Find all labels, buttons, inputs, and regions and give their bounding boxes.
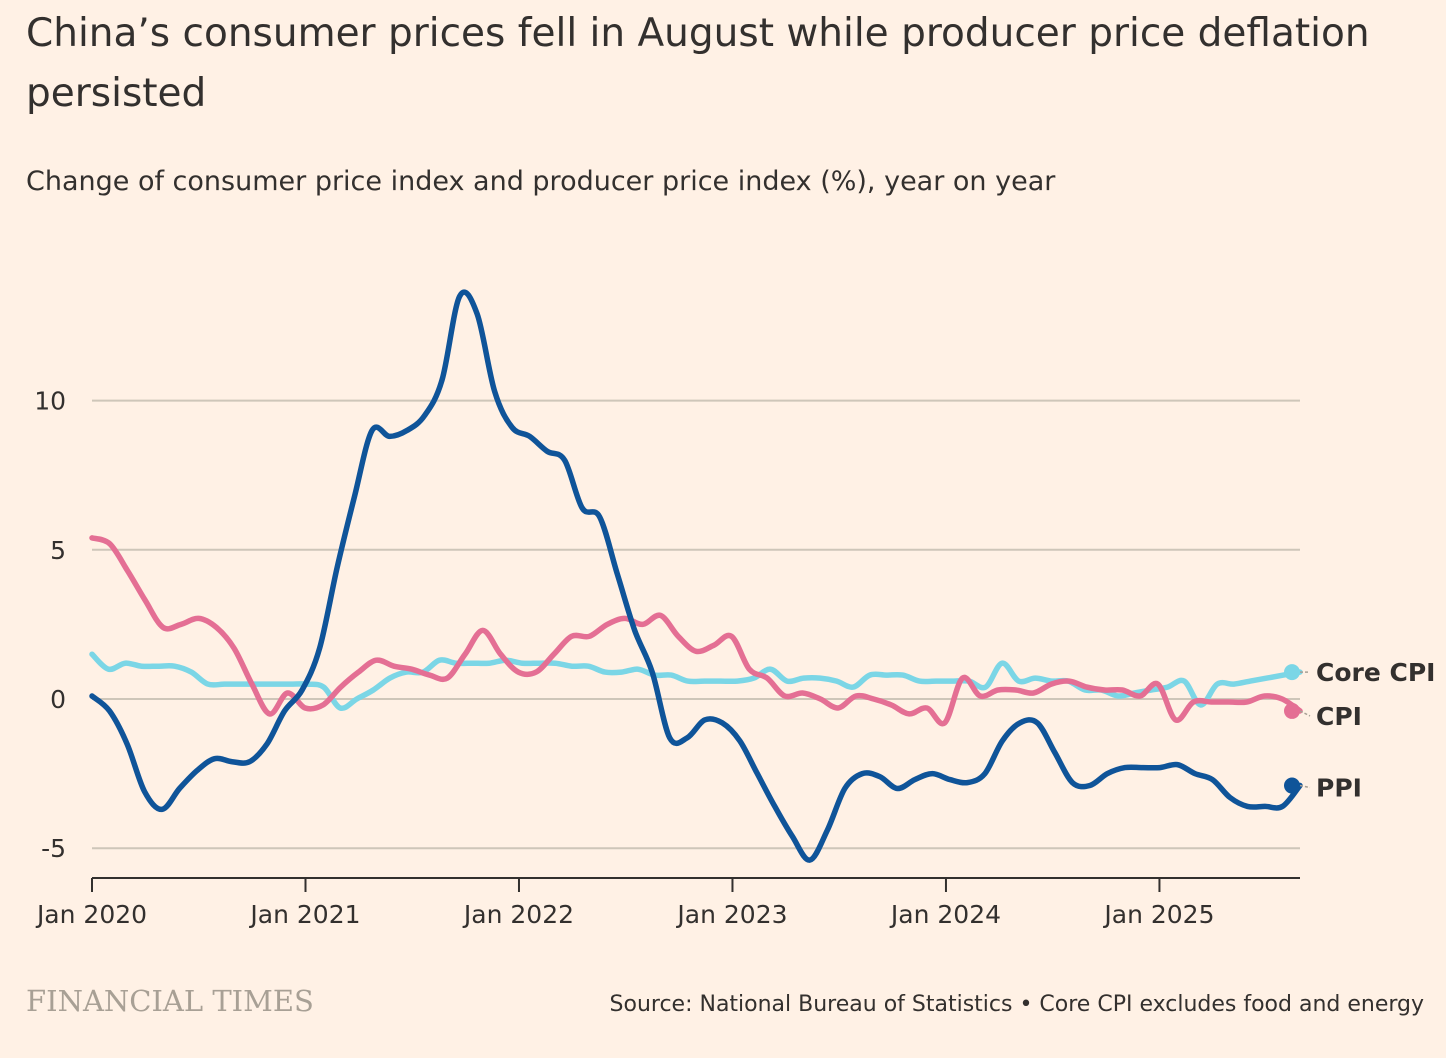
chart-subtitle: Change of consumer price index and produ… xyxy=(26,166,1056,197)
x-tick-label: Jan 2023 xyxy=(675,900,787,929)
series-end-dot-core-cpi xyxy=(1284,664,1300,681)
x-tick-label: Jan 2025 xyxy=(1102,900,1214,929)
series-end-dot-ppi xyxy=(1284,777,1300,794)
x-tick-label: Jan 2024 xyxy=(889,900,1001,929)
ft-logo: FINANCIAL TIMES xyxy=(26,984,314,1018)
x-tick-label: Jan 2021 xyxy=(248,900,360,929)
y-tick-label: 5 xyxy=(50,536,66,565)
series-labels: Core CPI CPI PPI xyxy=(1299,658,1435,803)
y-tick-label: 10 xyxy=(34,387,66,416)
x-tick-label: Jan 2022 xyxy=(462,900,574,929)
x-tick-label: Jan 2020 xyxy=(35,900,147,929)
chart-title: China’s consumer prices fell in August w… xyxy=(26,11,1370,116)
series-line-cpi xyxy=(89,535,1303,727)
series-line-core-cpi xyxy=(89,651,1303,712)
series-layer xyxy=(89,289,1303,863)
series-line-ppi xyxy=(89,289,1303,863)
source-note: Source: National Bureau of Statistics • … xyxy=(609,992,1424,1017)
series-leader-cpi xyxy=(1299,710,1311,717)
series-label-ppi: PPI xyxy=(1316,774,1362,803)
series-end-dot-cpi xyxy=(1284,702,1300,719)
series-label-cpi: CPI xyxy=(1316,702,1362,731)
series-leader-ppi xyxy=(1299,784,1311,789)
x-axis: Jan 2020 Jan 2021 Jan 2022 Jan 2023 Jan 2024… xyxy=(35,877,1300,929)
y-tick-label: 0 xyxy=(50,685,66,714)
y-tick-label: -5 xyxy=(41,834,66,863)
series-label-core-cpi: Core CPI xyxy=(1316,658,1435,687)
